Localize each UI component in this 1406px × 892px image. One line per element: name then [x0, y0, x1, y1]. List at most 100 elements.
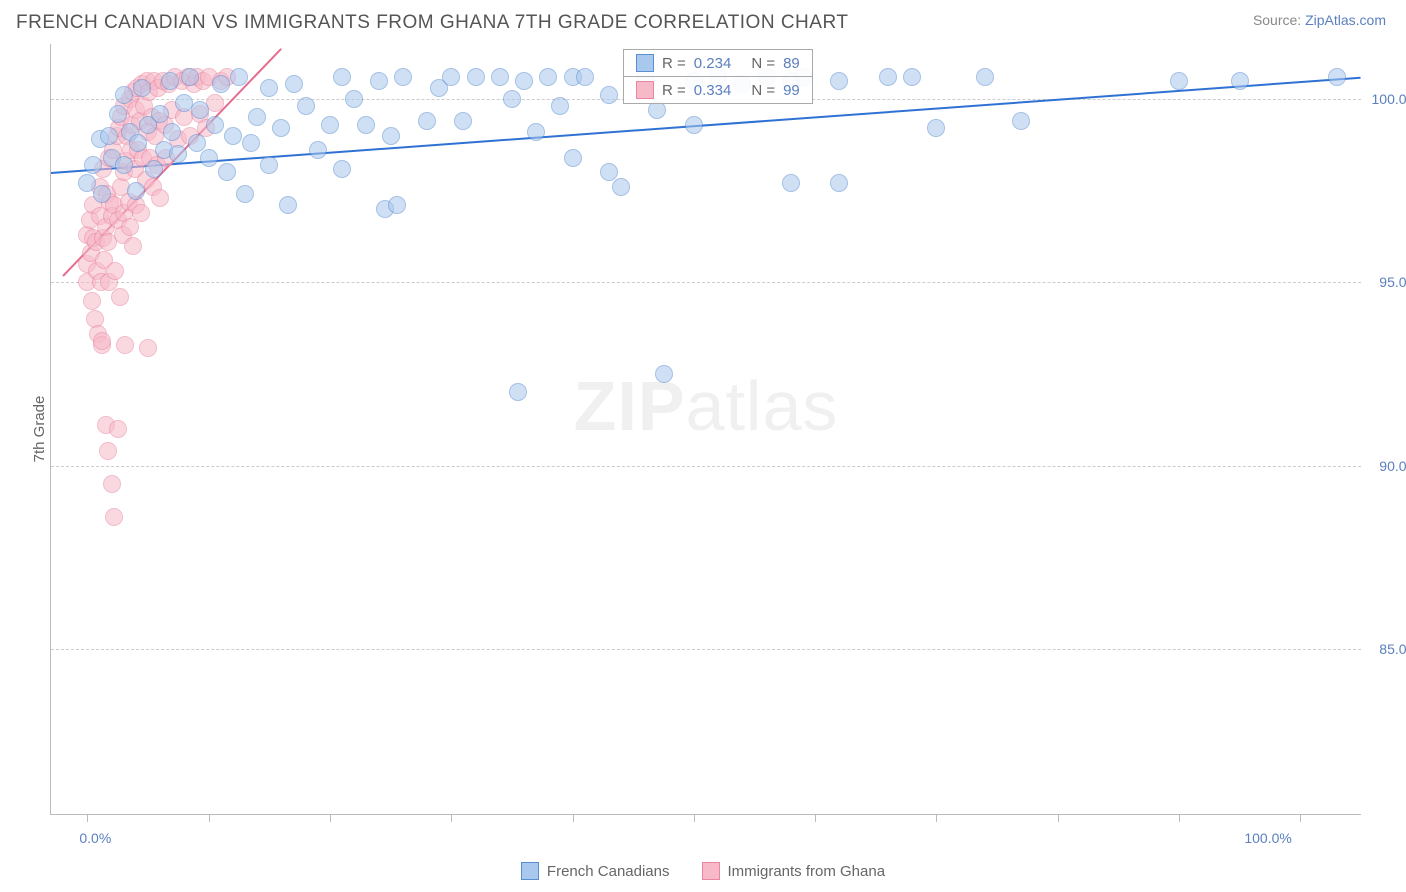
- data-point-blue: [903, 68, 921, 86]
- data-point-pink: [151, 189, 169, 207]
- data-point-blue: [394, 68, 412, 86]
- data-point-blue: [1231, 72, 1249, 90]
- data-point-blue: [600, 86, 618, 104]
- data-point-blue: [388, 196, 406, 214]
- correlation-box: R = 0.234N = 89R = 0.334N = 99: [623, 49, 813, 104]
- x-tick: [1058, 814, 1059, 822]
- data-point-blue: [491, 68, 509, 86]
- plot-region: ZIPatlas 85.0%90.0%95.0%100.0%0.0%100.0%…: [50, 44, 1361, 815]
- data-point-blue: [181, 68, 199, 86]
- data-point-blue: [503, 90, 521, 108]
- data-point-blue: [879, 68, 897, 86]
- data-point-blue: [206, 116, 224, 134]
- source-link[interactable]: ZipAtlas.com: [1305, 12, 1386, 28]
- legend-swatch-pink: [702, 862, 720, 880]
- x-tick-label: 100.0%: [1244, 830, 1291, 846]
- data-point-pink: [83, 292, 101, 310]
- data-point-blue: [127, 182, 145, 200]
- data-point-blue: [539, 68, 557, 86]
- corr-row-pink: R = 0.334N = 99: [624, 76, 812, 103]
- data-point-blue: [927, 119, 945, 137]
- data-point-blue: [357, 116, 375, 134]
- data-point-pink: [132, 204, 150, 222]
- watermark: ZIPatlas: [574, 366, 839, 446]
- data-point-blue: [509, 383, 527, 401]
- y-tick-label: 95.0%: [1367, 274, 1406, 290]
- data-point-blue: [454, 112, 472, 130]
- x-tick: [694, 814, 695, 822]
- data-point-blue: [115, 86, 133, 104]
- data-point-pink: [99, 442, 117, 460]
- data-point-blue: [655, 365, 673, 383]
- data-point-blue: [248, 108, 266, 126]
- x-tick: [573, 814, 574, 822]
- data-point-blue: [145, 160, 163, 178]
- data-point-pink: [121, 218, 139, 236]
- data-point-blue: [527, 123, 545, 141]
- data-point-pink: [111, 288, 129, 306]
- data-point-blue: [272, 119, 290, 137]
- data-point-blue: [84, 156, 102, 174]
- legend-label-pink: Immigrants from Ghana: [728, 863, 886, 880]
- data-point-blue: [345, 90, 363, 108]
- data-point-blue: [218, 163, 236, 181]
- data-point-blue: [442, 68, 460, 86]
- x-tick: [1179, 814, 1180, 822]
- corr-row-blue: R = 0.234N = 89: [624, 50, 812, 76]
- data-point-pink: [124, 237, 142, 255]
- x-tick: [330, 814, 331, 822]
- data-point-blue: [191, 101, 209, 119]
- x-tick: [209, 814, 210, 822]
- data-point-blue: [200, 149, 218, 167]
- chart-area: 7th Grade ZIPatlas 85.0%90.0%95.0%100.0%…: [50, 44, 1386, 814]
- x-tick: [451, 814, 452, 822]
- data-point-blue: [129, 134, 147, 152]
- data-point-pink: [109, 420, 127, 438]
- data-point-blue: [260, 79, 278, 97]
- data-point-pink: [106, 262, 124, 280]
- corr-swatch-pink: [636, 81, 654, 99]
- y-tick-label: 100.0%: [1367, 91, 1406, 107]
- data-point-blue: [297, 97, 315, 115]
- data-point-blue: [242, 134, 260, 152]
- gridline: [51, 282, 1361, 283]
- chart-title: FRENCH CANADIAN VS IMMIGRANTS FROM GHANA…: [16, 12, 848, 34]
- x-tick: [815, 814, 816, 822]
- data-point-blue: [109, 105, 127, 123]
- data-point-pink: [103, 475, 121, 493]
- data-point-blue: [551, 97, 569, 115]
- data-point-blue: [612, 178, 630, 196]
- data-point-blue: [236, 185, 254, 203]
- data-point-blue: [515, 72, 533, 90]
- source-attribution: Source: ZipAtlas.com: [1253, 12, 1386, 28]
- data-point-blue: [1328, 68, 1346, 86]
- data-point-blue: [93, 185, 111, 203]
- data-point-blue: [224, 127, 242, 145]
- data-point-blue: [285, 75, 303, 93]
- data-point-pink: [116, 336, 134, 354]
- data-point-blue: [260, 156, 278, 174]
- data-point-blue: [133, 79, 151, 97]
- y-axis-label: 7th Grade: [31, 396, 48, 463]
- data-point-blue: [467, 68, 485, 86]
- data-point-blue: [333, 68, 351, 86]
- legend-label-blue: French Canadians: [547, 863, 670, 880]
- legend-swatch-blue: [521, 862, 539, 880]
- y-tick-label: 85.0%: [1367, 641, 1406, 657]
- data-point-blue: [1012, 112, 1030, 130]
- data-point-blue: [564, 149, 582, 167]
- data-point-blue: [782, 174, 800, 192]
- data-point-pink: [93, 332, 111, 350]
- legend-item-blue: French Canadians: [521, 862, 670, 880]
- data-point-pink: [139, 339, 157, 357]
- x-tick: [936, 814, 937, 822]
- data-point-blue: [370, 72, 388, 90]
- data-point-blue: [576, 68, 594, 86]
- data-point-blue: [830, 72, 848, 90]
- data-point-blue: [830, 174, 848, 192]
- data-point-blue: [382, 127, 400, 145]
- data-point-blue: [212, 75, 230, 93]
- x-tick-label: 0.0%: [79, 830, 111, 846]
- data-point-blue: [151, 105, 169, 123]
- data-point-blue: [115, 156, 133, 174]
